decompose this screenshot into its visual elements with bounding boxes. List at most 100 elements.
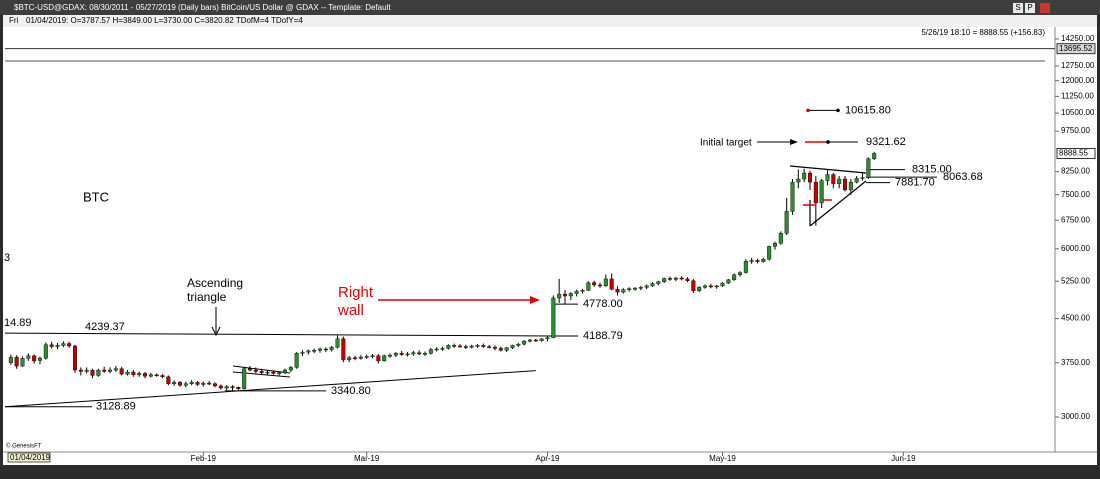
candle-body	[837, 178, 842, 184]
truncated-label: 3	[4, 252, 10, 264]
candle-body	[335, 338, 340, 348]
candle-body	[848, 181, 853, 191]
info-bar	[3, 15, 1097, 27]
close-button[interactable]	[1040, 3, 1050, 13]
candle-body	[673, 277, 678, 280]
candle-body	[662, 278, 667, 282]
y-tick-label: 4500.00	[1061, 314, 1090, 323]
candle-body	[749, 260, 754, 262]
window-button[interactable]	[1013, 3, 1023, 13]
symbol-label: BTC	[83, 189, 109, 204]
candle-body	[423, 353, 428, 355]
chart-area	[3, 15, 1097, 465]
candle-body	[475, 345, 480, 347]
candle-body	[177, 382, 182, 386]
candle-body	[283, 369, 288, 373]
info-ohlc: 01/04/2019: O=3787.57 H=3849.00 L=3730.0…	[26, 16, 303, 25]
candle-body	[107, 369, 112, 372]
window-button-label[interactable]: S	[1015, 3, 1020, 12]
candle-body	[61, 343, 66, 346]
candle-body	[113, 368, 118, 371]
candle-body	[72, 345, 77, 371]
y-tick-label: 6000.00	[1061, 244, 1090, 253]
annotation: Ascending	[187, 276, 243, 290]
candle-body	[586, 282, 591, 291]
candle-body	[860, 177, 865, 179]
candle-body	[808, 172, 813, 183]
window-button[interactable]	[1025, 3, 1035, 13]
candle-body	[49, 344, 54, 347]
candle-body	[621, 289, 626, 293]
candle-body	[644, 285, 649, 288]
annotation: Initial target	[700, 138, 752, 149]
candle-body	[825, 174, 830, 181]
x-tick-label: Mar-19	[354, 454, 380, 463]
candle-body	[574, 290, 579, 294]
candle-body	[265, 371, 270, 374]
candle-body	[428, 349, 433, 354]
arrow-head	[790, 139, 798, 145]
y-tick-label: 14250.00	[1061, 34, 1095, 43]
candle-body	[557, 293, 562, 299]
candle-body	[633, 288, 638, 290]
candle-body	[522, 340, 527, 345]
cursor-date-box	[7, 452, 51, 463]
candle-body	[761, 258, 766, 262]
y-tick-label: 7500.00	[1061, 190, 1090, 199]
candle-body	[551, 297, 556, 338]
level-label: 3128.89	[96, 401, 136, 413]
candle-body	[504, 347, 509, 351]
candle-body	[166, 376, 171, 384]
candle-body	[90, 369, 95, 376]
candle-body	[172, 382, 177, 384]
candle-body	[218, 385, 223, 389]
candle-body	[516, 343, 521, 346]
level-label: 8063.68	[943, 171, 983, 183]
candle-body	[697, 287, 702, 291]
candle-body	[533, 339, 538, 342]
candle-body	[253, 369, 258, 372]
candle-body	[685, 278, 690, 281]
candle-body	[142, 373, 147, 377]
candle-body	[720, 282, 725, 287]
candle-body	[224, 386, 229, 389]
candle-body	[318, 348, 323, 351]
candle-body	[341, 338, 346, 360]
arrow-head	[530, 296, 540, 304]
candle-body	[20, 358, 25, 367]
candle-body	[8, 356, 13, 364]
candle-body	[388, 354, 393, 357]
candle-body	[399, 353, 404, 355]
candle-body	[32, 355, 37, 362]
level-dot	[826, 140, 830, 144]
price-box	[1056, 43, 1096, 55]
candle-body	[67, 343, 72, 347]
candle-body	[14, 356, 19, 367]
candle-body	[802, 172, 807, 180]
candle-body	[347, 357, 352, 360]
candle-body	[306, 350, 311, 353]
candle-body	[866, 158, 871, 178]
candle-body	[452, 345, 457, 347]
candle-body	[434, 348, 439, 351]
candle-body	[26, 355, 31, 359]
candle-body	[738, 272, 743, 276]
x-tick-label: Feb-19	[191, 454, 217, 463]
candle-body	[55, 345, 60, 347]
candle-body	[481, 345, 486, 347]
window-title: $BTC-USD@GDAX: 08/30/2011 - 05/27/2019 (…	[14, 3, 391, 12]
candle-body	[125, 371, 130, 375]
y-tick-label: 6750.00	[1061, 215, 1090, 224]
cursor-date: 01/04/2019	[10, 453, 51, 462]
price-box	[1056, 148, 1096, 160]
candle-body	[300, 351, 305, 354]
candle-body	[843, 178, 848, 191]
candle-body	[627, 288, 632, 290]
candle-body	[131, 371, 136, 375]
candle-body	[767, 246, 772, 260]
trendline	[4, 332, 554, 337]
candle-body	[650, 283, 655, 287]
window-button-label[interactable]: P	[1027, 3, 1032, 12]
candle-body	[84, 369, 89, 372]
